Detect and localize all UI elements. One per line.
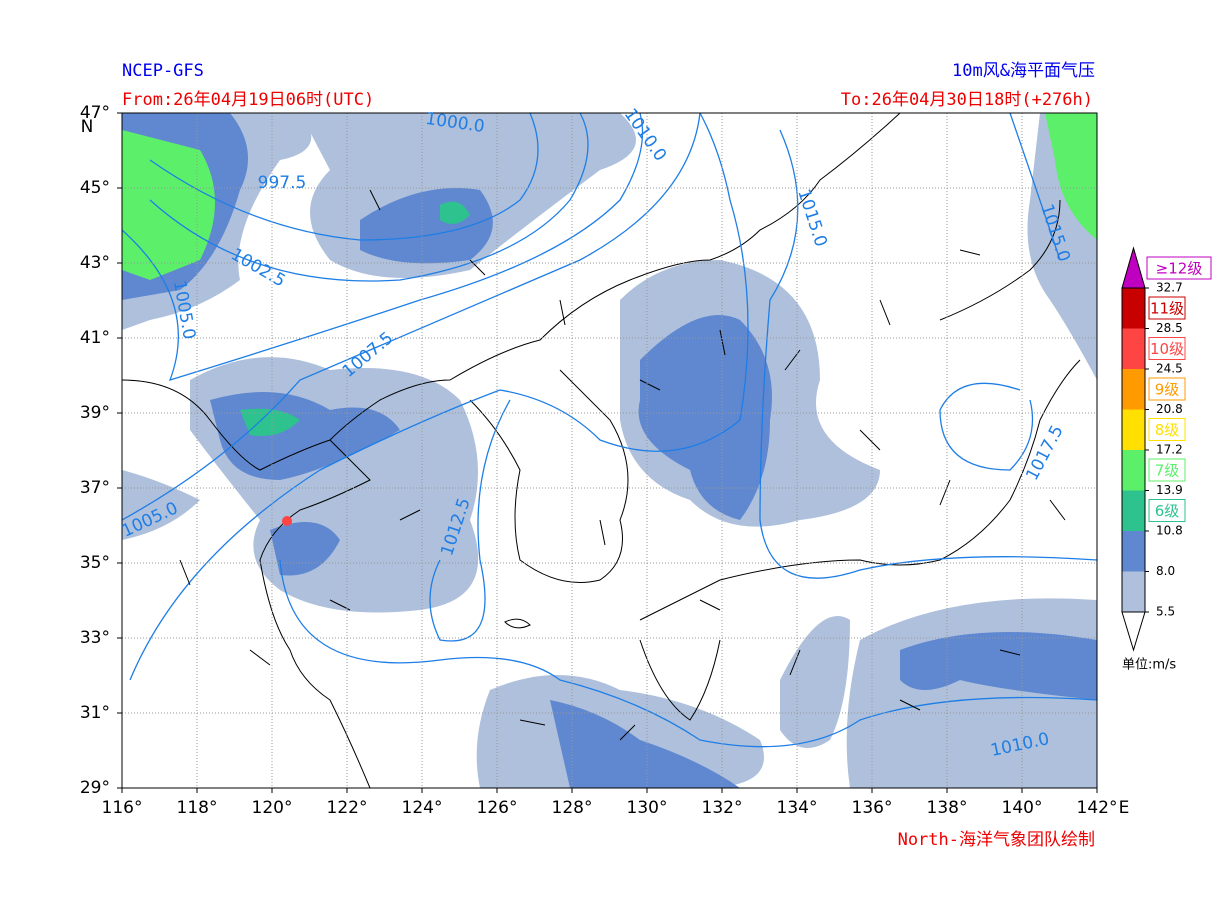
- map-frame: [121, 112, 1098, 789]
- level-label: 13.9: [1156, 483, 1183, 497]
- y-tick-label: 31°: [80, 703, 110, 723]
- y-tick-label: 39°: [80, 403, 110, 423]
- grade-label: 7级: [1155, 462, 1180, 480]
- colorbar-band: [1122, 490, 1145, 531]
- x-tick-label: 136°: [852, 798, 893, 818]
- y-tick-label: 35°: [80, 553, 110, 573]
- grade-label: 9级: [1155, 381, 1180, 399]
- level-label: 10.8: [1156, 524, 1183, 538]
- product-title: 10m风&海平面气压: [952, 61, 1095, 81]
- x-tick-label: 116°: [102, 798, 143, 818]
- credit: North-海洋气象团队绘制: [898, 830, 1095, 850]
- level-label: 28.5: [1156, 321, 1183, 335]
- colorbar-band: [1122, 450, 1145, 491]
- colorbar-top: [1121, 246, 1146, 289]
- y-tick-label: 47°: [80, 103, 110, 123]
- level-label: 32.7: [1156, 281, 1183, 295]
- y-tick-label: 37°: [80, 478, 110, 498]
- grade-box: [1148, 499, 1186, 522]
- x-tick-label: 130°: [627, 798, 668, 818]
- unit-label: 单位:m/s: [1122, 658, 1176, 673]
- grade-box: [1148, 296, 1186, 320]
- grid-layer: 116° 118° 120° 122° 124° 126° 128° 130° 132° 134°…: [80, 103, 1118, 818]
- level-label: 17.2: [1156, 443, 1183, 457]
- colorbar-band: [1122, 328, 1145, 369]
- colorbar-band: [1122, 409, 1145, 450]
- grade-label: 10级: [1150, 340, 1184, 358]
- y-tick-label: 43°: [80, 253, 110, 273]
- isobars: [121, 112, 1098, 748]
- y-tick-label: 41°: [80, 328, 110, 348]
- x-tick-label: 118°: [177, 798, 218, 818]
- grade-box: [1148, 337, 1186, 360]
- y-tick-label: 29°: [80, 778, 110, 798]
- grade-label: 6级: [1155, 502, 1180, 520]
- wind-barbs: [179, 189, 1066, 741]
- coastline: [121, 112, 1081, 789]
- init-time: From:26年04月19日06时(UTC): [122, 90, 374, 110]
- y-unit: N: [81, 117, 94, 137]
- colorbar-band: [1122, 531, 1145, 572]
- colorbar: 6级 7级 8级 9级 10级 11级 ≥12级 5.5 8.0 10.8 13.9 17.2 20.8…: [1121, 246, 1212, 673]
- x-unit: E: [1119, 798, 1130, 818]
- grade-label: 11级: [1150, 300, 1184, 318]
- grade-box: [1148, 418, 1186, 441]
- grade-box: [1146, 256, 1212, 280]
- isobar-label: 997.5: [258, 173, 307, 193]
- colorbar-band: [1122, 369, 1145, 410]
- grade-box: [1148, 458, 1186, 482]
- grade-label: 8级: [1155, 421, 1180, 439]
- x-tick-label: 138°: [927, 798, 968, 818]
- x-tick-label: 128°: [552, 798, 593, 818]
- grade-box: [1148, 377, 1186, 401]
- x-tick-label: 124°: [402, 798, 443, 818]
- valid-time: To:26年04月30日18时(+276h): [841, 90, 1093, 110]
- map-layer: [121, 112, 1098, 789]
- x-tick-label: 142°: [1077, 798, 1118, 818]
- grade-label: ≥12级: [1156, 260, 1203, 278]
- wind-shading: [122, 113, 1097, 788]
- level-label: 24.5: [1156, 362, 1183, 376]
- x-tick-label: 132°: [702, 798, 743, 818]
- station-marker: [282, 516, 292, 526]
- y-tick-label: 45°: [80, 178, 110, 198]
- x-tick-label: 134°: [777, 798, 818, 818]
- x-tick-label: 140°: [1002, 798, 1043, 818]
- x-tick-label: 122°: [327, 798, 368, 818]
- x-tick-label: 120°: [252, 798, 293, 818]
- level-label: 8.0: [1156, 564, 1175, 578]
- colorbar-band: [1122, 288, 1145, 329]
- level-label: 5.5: [1156, 605, 1175, 619]
- x-tick-label: 126°: [477, 798, 518, 818]
- source-label: NCEP-GFS: [122, 61, 204, 81]
- colorbar-band: [1122, 571, 1145, 612]
- y-tick-label: 33°: [80, 628, 110, 648]
- level-label: 20.8: [1156, 402, 1183, 416]
- colorbar-bottom: [1121, 611, 1146, 652]
